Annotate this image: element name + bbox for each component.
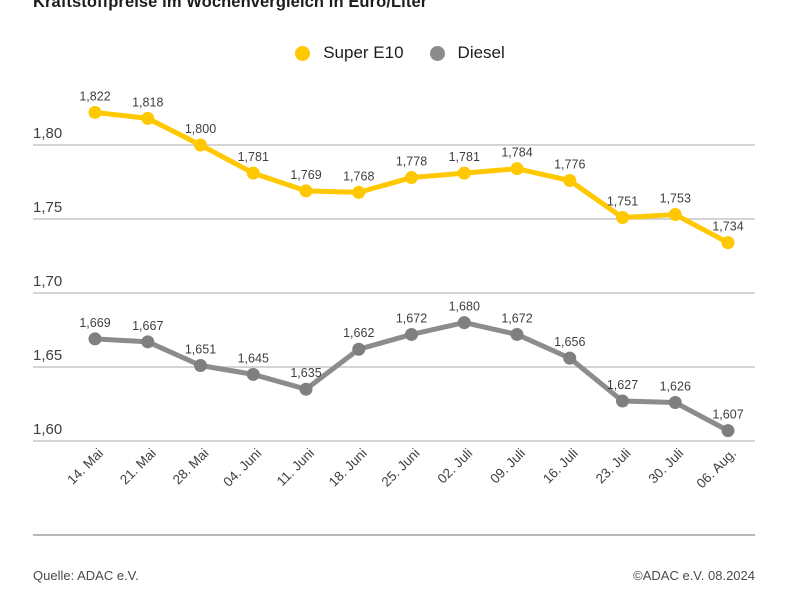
data-point	[352, 185, 366, 199]
data-point	[88, 332, 102, 346]
footer-divider	[33, 534, 755, 536]
data-point	[668, 208, 682, 222]
legend-item-diesel: Diesel	[429, 43, 505, 63]
data-label: 1,753	[660, 192, 691, 206]
x-tick-label: 11. Juni	[274, 446, 317, 489]
data-label: 1,651	[185, 343, 216, 357]
data-point	[299, 184, 313, 198]
x-tick-label: 28. Mai	[170, 446, 212, 488]
chart-legend: Super E10 Diesel	[0, 43, 800, 63]
data-point	[405, 171, 418, 185]
data-label: 1,672	[396, 311, 427, 325]
data-point	[352, 342, 366, 356]
data-point	[194, 138, 207, 152]
x-tick-label: 04. Juni	[220, 446, 264, 490]
super-e10-dot-icon	[295, 45, 311, 61]
data-label: 1,656	[554, 335, 585, 349]
y-tick-label: 1,70	[33, 273, 62, 290]
x-tick-label: 18. Juni	[326, 446, 370, 490]
data-point	[563, 351, 577, 365]
data-label: 1,818	[132, 95, 163, 109]
x-tick-label: 06. Aug.	[693, 446, 739, 492]
source-note: Quelle: ADAC e.V.	[33, 568, 139, 583]
chart-title: Kraftstoffpreise im Wochenvergleich in E…	[33, 0, 428, 11]
x-tick-label: 30. Juli	[646, 446, 687, 487]
data-point	[141, 335, 155, 349]
data-point	[668, 396, 682, 410]
data-label: 1,607	[712, 408, 743, 422]
data-label: 1,781	[238, 150, 269, 164]
data-point	[299, 382, 313, 396]
data-label: 1,822	[79, 89, 110, 103]
data-label: 1,776	[554, 158, 585, 172]
data-label: 1,669	[79, 316, 110, 330]
y-tick-label: 1,75	[33, 199, 62, 216]
data-point	[721, 424, 735, 438]
x-tick-label: 02. Juli	[435, 446, 476, 487]
data-label: 1,672	[501, 311, 532, 325]
data-label: 1,784	[501, 146, 532, 160]
data-point	[616, 211, 629, 225]
data-label: 1,778	[396, 155, 427, 169]
data-point	[510, 162, 524, 176]
data-point	[405, 327, 418, 341]
legend-label-super-e10: Super E10	[323, 43, 404, 62]
data-label: 1,662	[343, 326, 374, 340]
x-tick-label: 09. Juli	[487, 446, 528, 487]
data-label: 1,626	[660, 380, 691, 394]
diesel-dot-icon	[429, 45, 445, 61]
data-point	[246, 367, 260, 381]
x-tick-label: 25. Juni	[379, 446, 423, 490]
data-point	[510, 327, 524, 341]
data-label: 1,667	[132, 319, 163, 333]
data-point	[141, 111, 155, 125]
data-point	[246, 166, 260, 180]
y-tick-label: 1,60	[33, 421, 62, 438]
data-label: 1,768	[343, 169, 374, 183]
x-tick-label: 23. Juli	[593, 446, 634, 487]
data-label: 1,734	[712, 220, 743, 234]
x-tick-label: 14. Mai	[64, 446, 106, 488]
x-tick-label: 16. Juli	[540, 446, 581, 487]
data-label: 1,800	[185, 122, 216, 136]
data-point	[457, 166, 471, 180]
y-tick-label: 1,80	[33, 125, 62, 142]
data-point	[563, 174, 577, 188]
data-point	[194, 359, 207, 373]
data-label: 1,769	[290, 168, 321, 182]
legend-label-diesel: Diesel	[457, 43, 505, 62]
y-tick-label: 1,65	[33, 347, 62, 364]
data-point	[457, 316, 471, 330]
data-point	[721, 236, 735, 250]
data-label: 1,627	[607, 378, 638, 392]
data-point	[88, 105, 102, 119]
legend-item-super-e10: Super E10	[295, 43, 404, 63]
data-label: 1,680	[449, 300, 480, 314]
copyright-note: ©ADAC e.V. 08.2024	[633, 568, 755, 583]
data-label: 1,645	[238, 351, 269, 365]
data-point	[616, 394, 629, 408]
x-tick-label: 21. Mai	[117, 446, 159, 488]
data-label: 1,635	[290, 366, 321, 380]
data-label: 1,751	[607, 195, 638, 209]
data-label: 1,781	[449, 150, 480, 164]
